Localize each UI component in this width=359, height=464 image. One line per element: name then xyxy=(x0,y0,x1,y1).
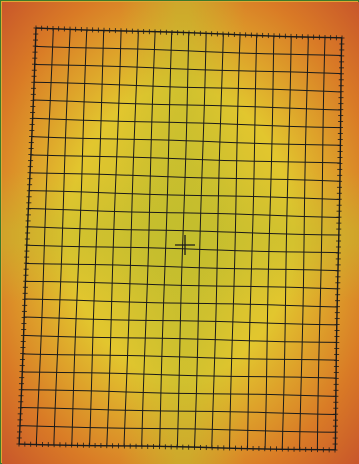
grid-horizontal-line xyxy=(31,136,341,146)
grid-horizontal-line xyxy=(26,262,339,272)
grid-horizontal-line xyxy=(21,371,337,379)
grid-vertical-line xyxy=(264,35,275,449)
grid-horizontal-line xyxy=(27,226,339,236)
grid-horizontal-line xyxy=(19,425,336,433)
grid-vertical-line xyxy=(176,32,190,448)
grid-horizontal-line xyxy=(24,298,338,308)
grid-vertical-line xyxy=(246,35,258,449)
grid-vertical-line xyxy=(211,34,224,448)
heatmap-horizontal-band xyxy=(2,172,359,302)
grid-edge-ticks xyxy=(16,25,345,453)
grid-horizontal-line xyxy=(33,81,342,93)
grid-vertical-line xyxy=(123,31,139,447)
grid-vertical-line xyxy=(53,29,71,445)
grid-vertical-line xyxy=(71,29,88,446)
center-crosshair xyxy=(175,235,195,255)
grid-horizontal-line xyxy=(24,316,338,326)
grid-lines xyxy=(18,27,343,451)
grid-horizontal-line xyxy=(23,334,337,343)
grid-horizontal-line xyxy=(20,407,336,416)
grid-vertical-line xyxy=(299,36,309,450)
grid-horizontal-line xyxy=(30,154,340,164)
grid-vertical-line xyxy=(18,27,37,445)
grid-horizontal-line xyxy=(30,172,340,182)
grid-horizontal-line xyxy=(32,117,341,129)
grid-vertical-line xyxy=(194,33,207,448)
grid-horizontal-line xyxy=(21,389,336,397)
grid-vertical-line xyxy=(229,34,241,449)
grid-vertical-line xyxy=(35,28,54,445)
grid-vertical-line xyxy=(334,37,343,451)
grid-vertical-line xyxy=(281,36,292,450)
grid-horizontal-line xyxy=(27,244,339,254)
grid-vertical-line xyxy=(316,37,326,450)
grid-horizontal-line xyxy=(35,45,342,57)
grid-vertical-line xyxy=(141,31,156,447)
grid-horizontal-line xyxy=(28,208,339,218)
grid-horizontal-line xyxy=(25,280,338,290)
grid-horizontal-line xyxy=(33,99,341,111)
grid-horizontal-line xyxy=(34,63,342,75)
grid-horizontal-line xyxy=(29,190,340,200)
grid-vertical-line xyxy=(159,32,173,447)
grid-horizontal-line xyxy=(22,353,337,361)
grid-vertical-line xyxy=(89,30,105,446)
grid-vertical-line xyxy=(106,30,122,446)
